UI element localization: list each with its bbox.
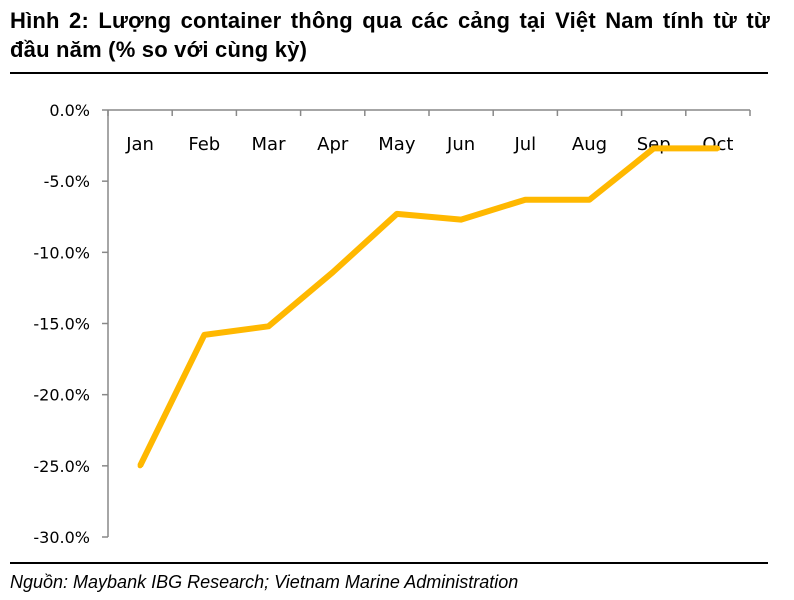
y-tick-label: 0.0% — [49, 101, 90, 120]
y-tick-label: -5.0% — [44, 172, 90, 191]
y-tick-label: -20.0% — [33, 386, 90, 405]
x-tick-label: Mar — [252, 134, 287, 155]
data-point — [587, 197, 592, 203]
series-layer — [137, 145, 721, 469]
x-tick-label: Oct — [702, 134, 733, 155]
data-point — [651, 145, 657, 151]
chart-axes — [107, 109, 750, 537]
data-point — [266, 323, 271, 329]
data-point — [330, 269, 336, 275]
figure-title: Hình 2: Lượng container thông qua các cả… — [10, 8, 770, 62]
x-tick-label: Feb — [188, 134, 220, 155]
y-tick-label: -15.0% — [33, 315, 90, 334]
title-rule — [10, 72, 768, 74]
data-point — [394, 211, 400, 217]
data-point — [715, 145, 721, 151]
source-rule — [10, 562, 768, 564]
x-tick-label: Jun — [446, 134, 475, 155]
y-tick-label: -10.0% — [33, 243, 90, 262]
y-axis-ticks: 0.0% -5.0% -10.0% -15.0% -20.0% -25.0% -30.0% — [33, 101, 108, 547]
x-tick-label: Jan — [125, 134, 154, 155]
data-point — [458, 217, 464, 223]
x-tick-label: Jul — [513, 134, 536, 155]
data-point — [522, 197, 528, 203]
y-tick-label: -25.0% — [33, 457, 90, 476]
x-tick-label: May — [378, 134, 416, 155]
data-point — [201, 332, 207, 338]
x-tick-label: Apr — [317, 134, 349, 155]
data-point — [137, 463, 143, 469]
source-note: Nguồn: Maybank IBG Research; Vietnam Mar… — [10, 572, 519, 592]
y-tick-label: -30.0% — [33, 528, 90, 547]
series-line — [137, 145, 718, 468]
x-tick-label: Aug — [572, 134, 607, 155]
